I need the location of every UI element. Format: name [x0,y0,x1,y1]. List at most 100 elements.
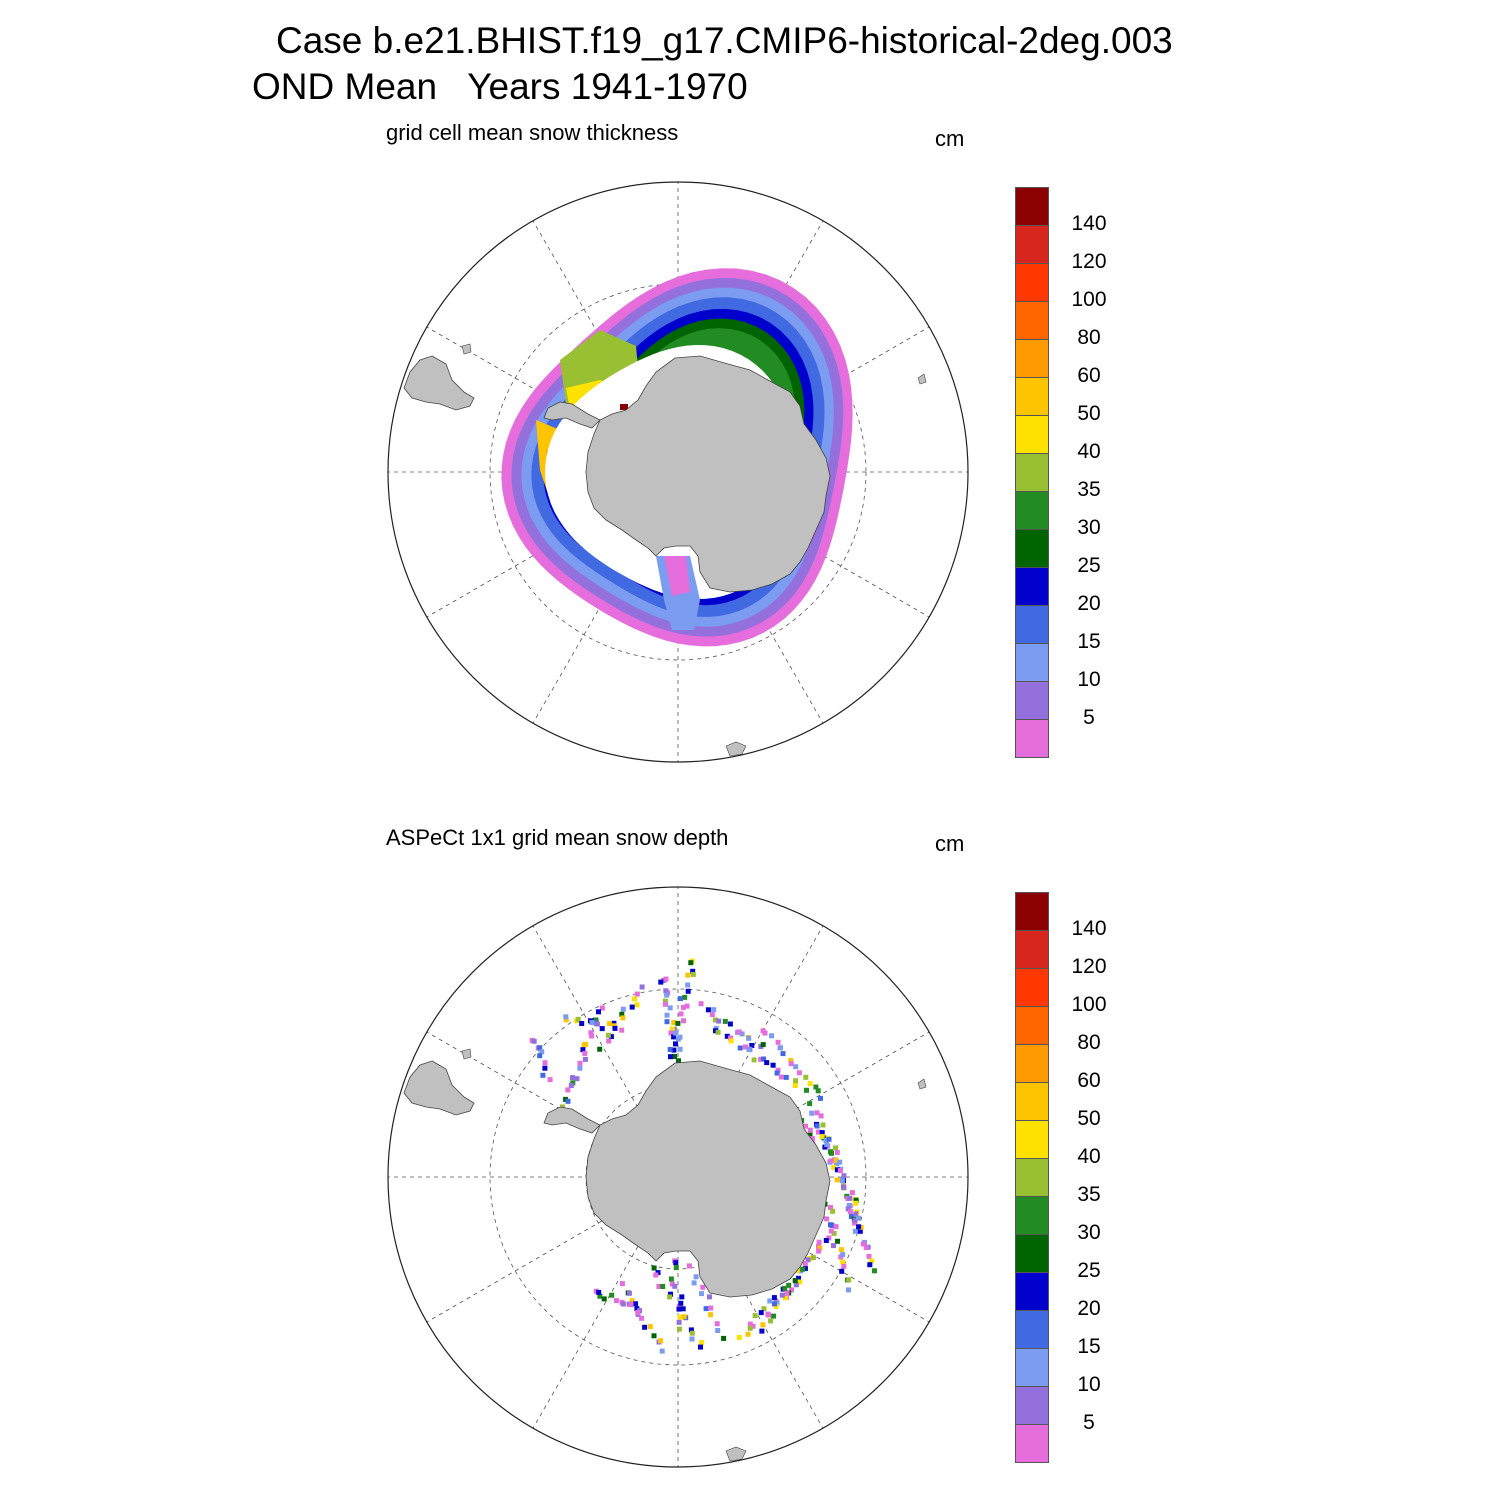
observation-cell [856,1215,861,1221]
observation-cell [675,1036,681,1042]
observation-cell [663,1001,668,1007]
observation-cell [814,1123,820,1129]
observation-cell [678,1011,684,1017]
observation-cell [786,1282,792,1288]
observation-cell [853,1197,859,1203]
colorbar-swatch [1015,1044,1049,1083]
observation-cell [660,1284,666,1289]
observation-cell [593,1017,599,1023]
observation-cell [690,968,696,974]
latitude-circle [489,988,867,1366]
colorbar-swatch [1015,1158,1049,1197]
observation-cell [601,1296,607,1302]
observation-cell [853,1200,859,1206]
observation-cell [698,1344,703,1350]
observation-cell [589,1020,595,1025]
observation-cell [708,1312,714,1318]
observation-cell [684,1003,690,1009]
observation-cell [746,1047,752,1053]
observation-cell [639,1315,645,1321]
panel1-polar-map [387,181,969,763]
observation-cell [802,1266,808,1271]
observation-cell [761,1056,767,1062]
observation-cell [788,1057,794,1063]
observation-cell [676,1319,682,1325]
observation-cell [531,1038,537,1044]
observation-cell [761,1306,767,1312]
observation-cell [839,1268,845,1274]
colorbar-swatch [1015,453,1049,492]
colorbar-tick-label: 120 [1071,955,1107,978]
colorbar-tick-label: 30 [1077,1221,1101,1244]
observation-cell [635,1310,641,1315]
panel2-observation-tracks [529,958,877,1354]
observation-cell [628,1302,634,1308]
island [725,741,747,757]
snow-hotspot [620,404,628,410]
observation-cell [690,971,696,977]
observation-cell [639,984,645,990]
observation-cell [539,1049,545,1055]
observation-cell [673,1265,679,1271]
observation-cell [565,1087,571,1093]
observation-cell [632,996,637,1002]
observation-cell [823,1137,829,1143]
observation-cell [773,1303,779,1309]
observation-cell [813,1084,819,1090]
observation-cell [689,1330,695,1336]
observation-cell [818,1095,823,1101]
observation-cell [537,1053,543,1059]
observation-cell [858,1224,864,1230]
observation-cell [831,1165,837,1170]
observation-cell [759,1328,765,1334]
observation-cell [570,1075,575,1081]
observation-cell [577,1065,583,1071]
colorbar-swatch [1015,930,1049,969]
colorbar-swatch [1015,892,1049,931]
observation-cell [788,1061,794,1067]
figure-title-line2: OND Mean Years 1941-1970 [252,66,748,107]
observation-cell [774,1300,780,1306]
observation-cell [667,1005,673,1011]
observation-cell [691,1280,697,1286]
observation-cell [681,1314,687,1320]
observation-cell [681,1018,686,1024]
observation-cell [689,1336,695,1342]
observation-cell [838,1247,844,1253]
colorbar-tick-label: 15 [1077,630,1101,653]
observation-cell [809,1110,815,1116]
observation-cell [563,1017,569,1023]
observation-cell [792,1083,798,1088]
observation-cell [846,1287,851,1293]
observation-cell [760,1042,766,1048]
panel1-land [403,343,927,757]
observation-cell [647,1324,653,1330]
colorbar-tick-label: 80 [1077,1031,1101,1054]
colorbar-swatch [1015,1082,1049,1121]
panel1-units: cm [935,126,965,151]
figure-title-line1: Case b.e21.BHIST.f19_g17.CMIP6-historica… [276,20,1173,61]
observation-cell [758,1056,764,1062]
observation-cell [699,1340,705,1345]
observation-cell [653,1272,659,1278]
observation-cell [853,1211,859,1217]
observation-cell [605,1032,611,1038]
observation-cell [848,1214,854,1219]
observation-cell [659,1348,665,1354]
colorbar-tick-label: 60 [1077,1069,1101,1092]
observation-cell [707,1294,712,1300]
island [917,373,927,385]
observation-cell [817,1245,823,1251]
observation-cell [693,1274,699,1280]
colorbar-tick-label: 50 [1077,402,1101,425]
observation-cell [642,1324,648,1330]
colorbar-swatch [1015,968,1049,1007]
south-america-tip [403,1060,475,1116]
colorbar-swatch [1015,1196,1049,1235]
observation-cell [614,1298,619,1304]
observation-cell [845,1206,851,1212]
observation-cell [797,1279,803,1285]
observation-cell [664,1012,670,1018]
observation-cell [857,1228,863,1234]
observation-cell [760,1322,766,1328]
